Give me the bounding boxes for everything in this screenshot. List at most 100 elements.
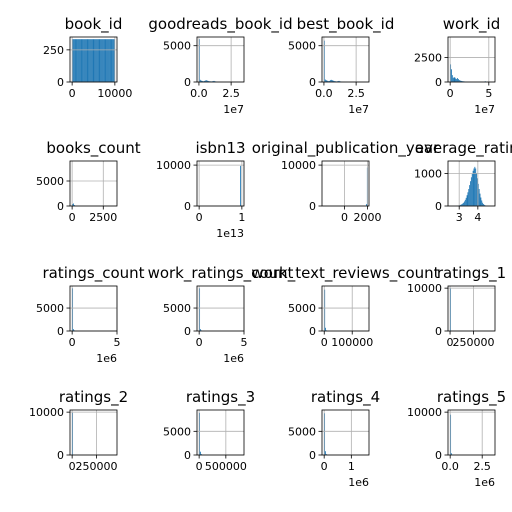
histogram-bar	[329, 80, 330, 82]
bars	[199, 165, 242, 206]
y-tick-label: 0	[184, 76, 191, 89]
histogram-bar	[114, 39, 115, 82]
histogram-bar	[460, 204, 462, 206]
histogram-bar	[461, 81, 463, 82]
y-tick-label: 5000	[163, 425, 191, 438]
y-tick-label: 0	[435, 76, 442, 89]
y-tick-label: 0	[435, 449, 442, 462]
histogram-bar	[457, 78, 458, 82]
histogram-bar	[80, 39, 82, 82]
subplot-ratings-count: 0 5 0 5000 1e6 ratings_count	[36, 264, 145, 365]
histogram-bar	[472, 170, 474, 206]
histogram-bar	[481, 200, 483, 206]
histogram-bar	[200, 329, 201, 331]
bars	[199, 288, 243, 331]
histogram-bar	[108, 39, 109, 82]
histogram-bar	[451, 453, 452, 455]
histogram-bar	[90, 39, 91, 82]
histogram-bar	[104, 39, 106, 82]
x-tick-label: 0	[196, 211, 203, 224]
histogram-bar	[465, 197, 467, 206]
x-tick-label: 0	[69, 87, 76, 100]
y-tick-label: 5000	[288, 425, 316, 438]
histogram-bar	[329, 80, 331, 82]
x-tick-label: 0	[341, 211, 348, 224]
x-tick-label: 250000	[452, 336, 494, 349]
histogram-bar	[92, 39, 94, 82]
bars	[72, 39, 115, 82]
axes-frame	[321, 409, 370, 456]
histogram-bar	[79, 39, 81, 82]
histogram-bar	[75, 39, 77, 82]
histogram-bar	[94, 39, 96, 82]
histogram-bar	[480, 197, 482, 206]
x-tick-label: 0	[321, 336, 328, 349]
y-tick-label: 2500	[414, 52, 442, 65]
histogram-bar	[334, 81, 336, 82]
axes-frame	[447, 160, 496, 207]
y-tick-label: 0	[435, 325, 442, 338]
x-tick-label: 2500	[89, 211, 117, 224]
histogram-bar	[366, 204, 367, 206]
histogram-bar	[96, 39, 98, 82]
histogram-bar	[83, 39, 85, 82]
histogram-bar	[213, 80, 215, 82]
histogram-bar	[326, 80, 328, 82]
y-tick-label: 5000	[36, 302, 64, 315]
histogram-bar	[476, 173, 477, 206]
subplot-work-id: 0 5 0 2500 1e7 work_id	[414, 15, 500, 116]
x-tick-label: 0	[69, 336, 76, 349]
histogram-bar	[109, 39, 111, 82]
histogram-bar	[84, 39, 85, 82]
histogram-bar	[199, 412, 200, 455]
histogram-bar	[483, 204, 484, 206]
histogram-bar	[325, 451, 326, 455]
subplot-title: work_id	[443, 15, 501, 34]
histogram-bar	[78, 39, 80, 82]
histogram-bar	[475, 168, 477, 206]
histogram-bar	[103, 39, 105, 82]
x-tick-label: 2.5	[222, 87, 240, 100]
x-tick-label: 5	[241, 336, 248, 349]
histogram-bar	[324, 79, 326, 82]
subplot-title: work_text_reviews_count	[251, 264, 439, 283]
x-axis-multiplier: 1e7	[348, 103, 369, 116]
histogram-bar	[98, 39, 100, 82]
x-axis-multiplier: 1e6	[474, 476, 495, 489]
x-tick-label: 3	[456, 211, 463, 224]
axes-frame	[321, 36, 370, 83]
histogram-bar	[452, 78, 454, 82]
axes-frame	[447, 36, 496, 83]
subplot-work-ratings-count: 0 5 0 5000 1e6 work_ratings_count	[148, 264, 294, 365]
axes-frame	[447, 409, 496, 456]
x-axis-multiplier: 1e6	[348, 476, 369, 489]
histogram-bar	[95, 39, 97, 82]
x-tick-label: 5	[114, 336, 121, 349]
histogram-bar	[72, 39, 74, 82]
histogram-bar	[72, 39, 73, 82]
histogram-bar	[72, 204, 73, 206]
x-tick-label: 0	[196, 460, 203, 473]
histogram-bar	[464, 199, 466, 206]
bars	[323, 40, 368, 82]
bars	[324, 289, 368, 331]
histogram-bar	[110, 39, 112, 82]
histogram-bar	[111, 39, 113, 82]
histogram-bar	[212, 81, 214, 82]
histogram-bar	[455, 78, 457, 82]
x-tick-label: 0	[69, 211, 76, 224]
histogram-bar	[483, 204, 485, 206]
histogram-bar	[333, 80, 335, 82]
subplot-title: average_rating	[415, 139, 512, 158]
histogram-bar	[469, 185, 471, 206]
histogram-bar	[453, 77, 455, 82]
subplot-books-count: 0 2500 0 5000 books_count	[36, 139, 141, 224]
subplot-best-book-id: 0.0 2.5 0 5000 1e7 best_book_id	[288, 15, 394, 116]
histogram-bar	[474, 166, 476, 206]
histogram-bar	[470, 177, 472, 206]
histogram-bar	[451, 75, 453, 82]
histogram-bar	[206, 80, 208, 82]
histogram-bar	[86, 39, 88, 82]
